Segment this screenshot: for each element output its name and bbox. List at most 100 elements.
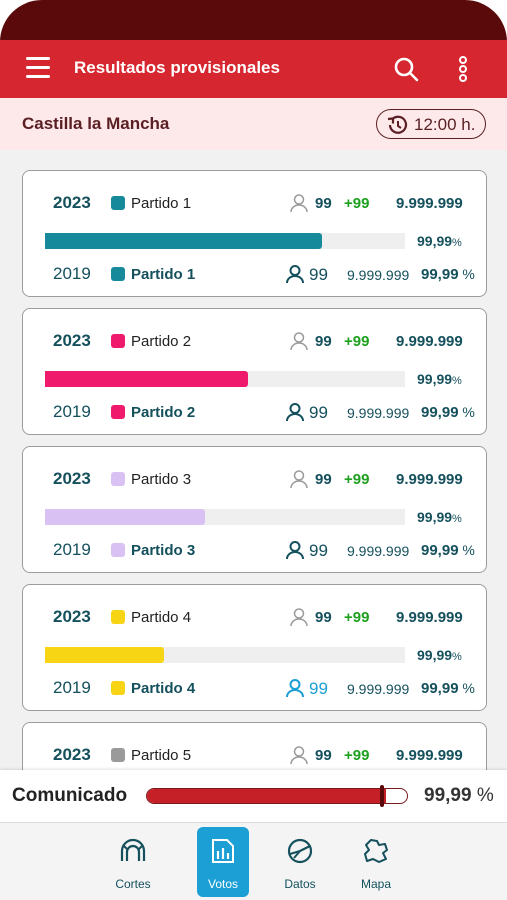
party-color-swatch: [111, 334, 125, 348]
previous-year: 2019: [53, 402, 91, 421]
party-name: Partido 3: [131, 471, 192, 488]
votes-count: 9.999.999: [396, 747, 463, 764]
parliament-icon: [120, 838, 146, 861]
history-clock-icon: [387, 115, 408, 134]
vote-share-fill: [45, 233, 323, 249]
vote-share-bar: [45, 509, 405, 525]
percent-prev: 99,99 %: [421, 404, 475, 421]
percent-prev: 99,99 %: [421, 680, 475, 697]
votes-count: 9.999.999: [396, 471, 463, 488]
previous-year: 2019: [53, 678, 91, 697]
party-name: Partido 5: [131, 747, 192, 764]
party-color-swatch-prev: [111, 267, 125, 281]
party-name: Partido 4: [131, 609, 192, 626]
results-list[interactable]: 2023 Partido 1 99 +99 9.999.999 99,99% 2019 Par…: [0, 150, 507, 770]
previous-year: 2019: [53, 540, 91, 559]
more-vertical-icon[interactable]: [452, 56, 474, 82]
vote-share-bar: [45, 233, 405, 249]
update-time: 12:00 h.: [414, 115, 476, 134]
vote-share-fill: [45, 509, 206, 525]
party-color-swatch-prev: [111, 543, 125, 557]
votes-prev: 9.999.999: [347, 267, 410, 283]
party-card[interactable]: 2023 Partido 1 99 +99 9.999.999 99,99% 2019 Par…: [22, 170, 487, 297]
vote-share-bar: [45, 647, 405, 663]
nav-label-mapa: Mapa: [360, 877, 392, 891]
seats-diff: +99: [344, 195, 370, 212]
votes-count: 9.999.999: [396, 609, 463, 626]
party-card[interactable]: 2023 Partido 3 99 +99 9.999.999 99,99% 2019 Par…: [22, 446, 487, 573]
region-bar: Castilla la Mancha: [0, 98, 507, 150]
communicated-label: Comunicado: [12, 785, 128, 806]
party-card[interactable]: 2023 Partido 4 99 +99 9.999.999 99,99% 2019 Par…: [22, 584, 487, 711]
seats-prev-user-icon: [285, 540, 305, 565]
seats-diff: +99: [344, 609, 370, 626]
seats-count: 99: [315, 333, 332, 350]
vote-percent: 99,99%: [417, 509, 462, 525]
seats-prev: 99: [309, 265, 328, 284]
seats-count: 99: [315, 747, 332, 764]
party-card[interactable]: 2023 Partido 2 99 +99 9.999.999 99,99% 2019 Par…: [22, 308, 487, 435]
vote-share-bar: [45, 371, 405, 387]
current-year: 2023: [53, 607, 91, 626]
nav-item-votos[interactable]: Votos: [197, 827, 249, 897]
seats-count: 99: [315, 609, 332, 626]
party-name-prev: Partido 1: [131, 266, 196, 283]
votes-prev: 9.999.999: [347, 543, 410, 559]
app-bar: Resultados provisionales: [0, 40, 507, 98]
vote-percent: 99,99%: [417, 371, 462, 387]
party-card[interactable]: 2023 Partido 5 99 +99 9.999.999: [22, 722, 487, 770]
communicated-progress: [146, 788, 408, 804]
party-color-swatch-prev: [111, 681, 125, 695]
search-icon[interactable]: [393, 56, 419, 82]
vote-percent: 99,99%: [417, 647, 462, 663]
current-year: 2023: [53, 193, 91, 212]
seats-prev: 99: [309, 541, 328, 560]
seats-count: 99: [315, 195, 332, 212]
seats-count: 99: [315, 471, 332, 488]
bar-chart-icon: [212, 839, 234, 863]
party-name-prev: Partido 2: [131, 404, 196, 421]
current-year: 2023: [53, 469, 91, 488]
percent-prev: 99,99 %: [421, 266, 475, 283]
hamburger-menu-icon[interactable]: [26, 57, 50, 79]
percent-prev: 99,99 %: [421, 542, 475, 559]
nav-item-datos[interactable]: Datos: [270, 827, 330, 897]
votes-prev: 9.999.999: [347, 681, 410, 697]
seats-diff: +99: [344, 747, 370, 764]
party-name: Partido 1: [131, 195, 192, 212]
seats-user-icon: [289, 745, 309, 770]
votes-count: 9.999.999: [396, 195, 463, 212]
seats-diff: +99: [344, 471, 370, 488]
nav-label-datos: Datos: [284, 877, 316, 891]
bottom-navigation: Cortes Votos Datos Mapa: [0, 822, 507, 900]
party-color-swatch-prev: [111, 405, 125, 419]
seats-user-icon: [289, 469, 309, 494]
votes-prev: 9.999.999: [347, 405, 410, 421]
pie-chart-icon: [287, 838, 313, 864]
seats-user-icon: [289, 331, 309, 356]
seats-prev-user-icon: [285, 402, 305, 427]
party-name: Partido 2: [131, 333, 192, 350]
party-color-swatch: [111, 748, 125, 762]
app-title: Resultados provisionales: [74, 58, 280, 77]
region-name: Castilla la Mancha: [22, 114, 170, 133]
previous-year: 2019: [53, 264, 91, 283]
party-color-swatch: [111, 472, 125, 486]
communicated-bar: Comunicado 99,99 %: [0, 770, 507, 822]
nav-item-cortes[interactable]: Cortes: [103, 827, 163, 897]
seats-user-icon: [289, 607, 309, 632]
status-area: [0, 0, 507, 60]
communicated-progress-handle: [380, 785, 384, 807]
seats-user-icon: [289, 193, 309, 218]
current-year: 2023: [53, 745, 91, 764]
seats-prev: 99: [309, 403, 328, 422]
communicated-value: 99,99 %: [424, 785, 494, 806]
update-time-pill[interactable]: 12:00 h.: [376, 109, 486, 139]
current-year: 2023: [53, 331, 91, 350]
seats-diff: +99: [344, 333, 370, 350]
nav-item-mapa[interactable]: Mapa: [346, 827, 406, 897]
party-color-swatch: [111, 610, 125, 624]
vote-share-fill: [45, 647, 164, 663]
map-icon: [364, 839, 388, 863]
nav-label-cortes: Cortes: [115, 877, 151, 891]
